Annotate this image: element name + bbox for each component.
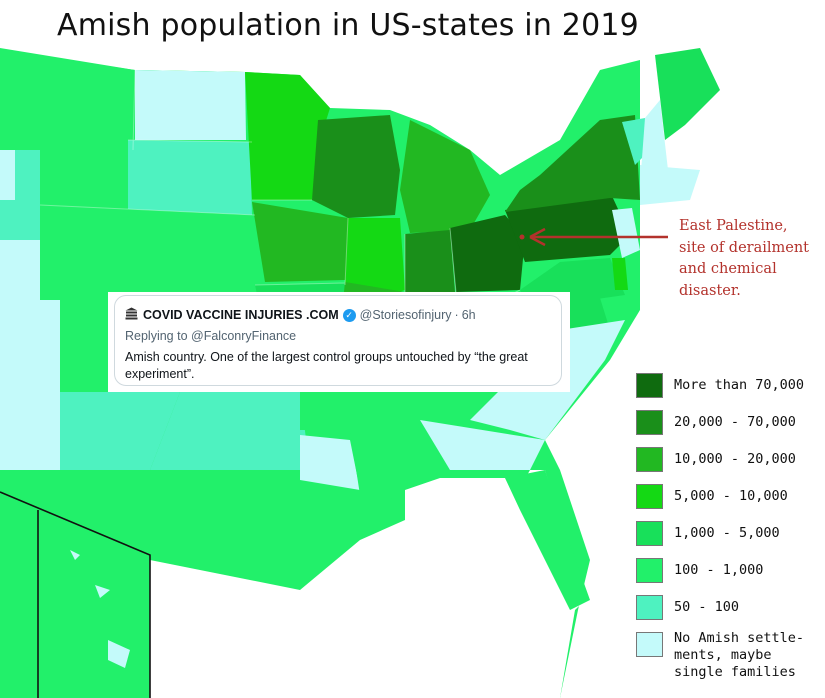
annotation-line: East Palestine, <box>679 218 788 234</box>
legend-item: 10,000 - 20,000 <box>636 447 796 472</box>
legend-item: 5,000 - 10,000 <box>636 484 788 509</box>
legend-label: 5,000 - 10,000 <box>674 488 788 504</box>
state-louisiana <box>300 435 360 490</box>
ocean-atlantic <box>545 45 825 698</box>
tweet-card[interactable]: COVID VACCINE INJURIES .COM ✓ @Storiesof… <box>114 295 562 386</box>
state-ohio <box>450 215 525 292</box>
replying-to-handle[interactable]: @FalconryFinance <box>191 329 297 343</box>
east-palestine-annotation: East Palestine, site of derailment and c… <box>679 216 819 302</box>
state-alaska <box>0 490 35 698</box>
state-new-mexico <box>0 300 60 470</box>
annotation-line: and chemical <box>679 261 777 277</box>
state-oklahoma <box>180 392 410 430</box>
building-icon <box>125 307 138 323</box>
ocean-gulf <box>150 470 585 698</box>
legend-swatch <box>636 373 663 398</box>
east-palestine-arrow <box>519 227 668 247</box>
legend-swatch <box>636 632 663 657</box>
legend-item: 1,000 - 5,000 <box>636 521 780 546</box>
state-minnesota <box>245 72 330 200</box>
legend-item: 50 - 100 <box>636 595 739 620</box>
legend-item: 20,000 - 70,000 <box>636 410 796 435</box>
tweet-text: Amish country. One of the largest contro… <box>125 350 528 381</box>
state-massachusetts <box>640 165 700 205</box>
state-maryland <box>560 258 625 300</box>
legend-label: No Amish settle- ments, maybe single fam… <box>674 630 805 680</box>
annotation-line: site of derailment <box>679 239 810 256</box>
state-indiana <box>405 230 455 292</box>
state-south-carolina <box>420 420 545 470</box>
tweet-header: COVID VACCINE INJURIES .COM ✓ @Storiesof… <box>125 307 476 323</box>
state-delaware <box>612 258 628 290</box>
legend-label: More than 70,000 <box>674 377 805 393</box>
state-north-dakota <box>135 70 246 140</box>
state-new-hampshire <box>640 100 668 185</box>
legend-swatch <box>636 447 663 472</box>
state-arkansas <box>150 392 310 470</box>
verified-badge-icon: ✓ <box>342 308 356 322</box>
state-washington <box>0 50 135 155</box>
state-illinois <box>345 218 405 300</box>
annotation-line: disaster. <box>679 282 741 299</box>
state-south-dakota <box>128 140 252 215</box>
tweet-replying-to: Replying to @FalconryFinance <box>125 329 296 343</box>
state-wisconsin <box>312 115 400 218</box>
legend-item: 100 - 1,000 <box>636 558 763 583</box>
inset-frame-lines <box>0 491 151 698</box>
state-new-jersey <box>612 208 640 258</box>
state-texas <box>60 392 180 470</box>
legend-label: 1,000 - 5,000 <box>674 525 780 541</box>
legend-item: More than 70,000 <box>636 373 804 398</box>
state-iowa <box>252 202 355 282</box>
separator-dot: · <box>454 308 459 322</box>
state-florida <box>505 470 590 610</box>
legend-swatch <box>636 521 663 546</box>
tweet-age: 6h <box>461 308 476 322</box>
legend-item: No Amish settle- ments, maybe single fam… <box>636 630 804 681</box>
legend-label: 20,000 - 70,000 <box>674 414 796 430</box>
legend-swatch <box>636 410 663 435</box>
tweet-account-name[interactable]: COVID VACCINE INJURIES .COM <box>143 308 339 322</box>
state-nebraska <box>40 205 262 300</box>
state-mississippi <box>350 430 405 500</box>
legend-label: 10,000 - 20,000 <box>674 451 796 467</box>
legend-swatch <box>636 595 663 620</box>
state-michigan <box>400 120 490 233</box>
state-utah <box>0 150 15 200</box>
tweet-handle[interactable]: @Storiesofinjury <box>359 308 452 322</box>
legend-label: 50 - 100 <box>674 599 740 615</box>
legend-swatch <box>636 484 663 509</box>
replying-prefix: Replying to <box>125 329 188 343</box>
legend-swatch <box>636 558 663 583</box>
map-title: Amish population in US-states in 2019 <box>57 8 639 43</box>
embedded-tweet[interactable]: COVID VACCINE INJURIES .COM ✓ @Storiesof… <box>108 292 570 392</box>
state-pennsylvania <box>505 196 630 262</box>
state-hawaii <box>70 550 130 668</box>
canada-top <box>0 45 640 175</box>
state-maine <box>655 48 720 140</box>
state-new-york <box>505 115 640 212</box>
legend-label: 100 - 1,000 <box>674 562 764 578</box>
